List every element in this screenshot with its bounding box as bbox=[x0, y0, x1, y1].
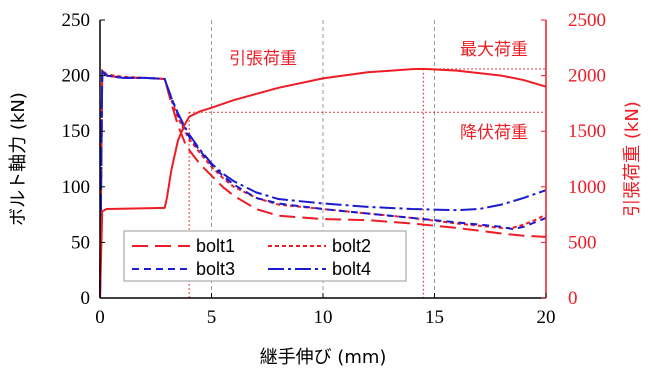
left-y-tick-label: 200 bbox=[62, 66, 91, 87]
left-y-tick-label: 150 bbox=[62, 121, 91, 142]
legend-label: bolt2 bbox=[332, 236, 371, 256]
legend: bolt1 bolt2 bolt3 bolt4 bbox=[123, 230, 407, 282]
annotation-max-load-label: 最大荷重 bbox=[450, 35, 538, 61]
right-y-tick-label: 1500 bbox=[568, 121, 606, 142]
annotation-tension-label: 引張荷重 bbox=[222, 44, 304, 70]
left-y-tick-label: 250 bbox=[62, 10, 91, 31]
left-y-tick-label: 50 bbox=[71, 232, 90, 253]
svg-text:引張荷重: 引張荷重 bbox=[229, 49, 297, 69]
svg-text:降伏荷重: 降伏荷重 bbox=[460, 123, 528, 143]
right-y-tick-label: 0 bbox=[568, 288, 578, 309]
legend-box bbox=[123, 230, 407, 282]
x-tick-label: 5 bbox=[207, 307, 217, 328]
legend-item-bolt4: bolt4 bbox=[268, 259, 371, 279]
x-tick-label: 20 bbox=[537, 307, 556, 328]
legend-item-bolt1: bolt1 bbox=[132, 236, 235, 256]
left-y-axis-title: ボルト軸力 (kN) bbox=[8, 92, 29, 226]
legend-item-bolt3: bolt3 bbox=[132, 259, 235, 279]
legend-label: bolt3 bbox=[196, 259, 235, 279]
svg-text:最大荷重: 最大荷重 bbox=[460, 40, 528, 60]
right-y-tick-label: 2500 bbox=[568, 10, 606, 31]
series-lines bbox=[99, 67, 547, 299]
legend-label: bolt4 bbox=[332, 259, 371, 279]
left-y-tick-label: 0 bbox=[81, 288, 91, 309]
right-y-tick-label: 1000 bbox=[568, 177, 606, 198]
legend-item-bolt2: bolt2 bbox=[268, 236, 371, 256]
x-axis-title: 継手伸び (mm) bbox=[260, 347, 387, 368]
right-y-tick-label: 2000 bbox=[568, 66, 606, 87]
reference-lines bbox=[188, 68, 546, 298]
left-y-tick-label: 100 bbox=[62, 177, 91, 198]
x-tick-label: 10 bbox=[314, 307, 333, 328]
x-tick-label: 15 bbox=[425, 307, 444, 328]
series-line-bolt4 bbox=[99, 70, 547, 299]
series-line-tension-load bbox=[99, 67, 547, 299]
right-y-tick-label: 500 bbox=[568, 232, 597, 253]
right-y-axis-title: 引張荷重 (kN) bbox=[622, 101, 643, 217]
legend-label: bolt1 bbox=[196, 236, 235, 256]
tick-labels: 0 5 10 15 2005010015020025005001000150020002… bbox=[62, 10, 607, 328]
x-tick-label: 0 bbox=[95, 307, 105, 328]
annotation-yield-load-label: 降伏荷重 bbox=[450, 118, 538, 144]
